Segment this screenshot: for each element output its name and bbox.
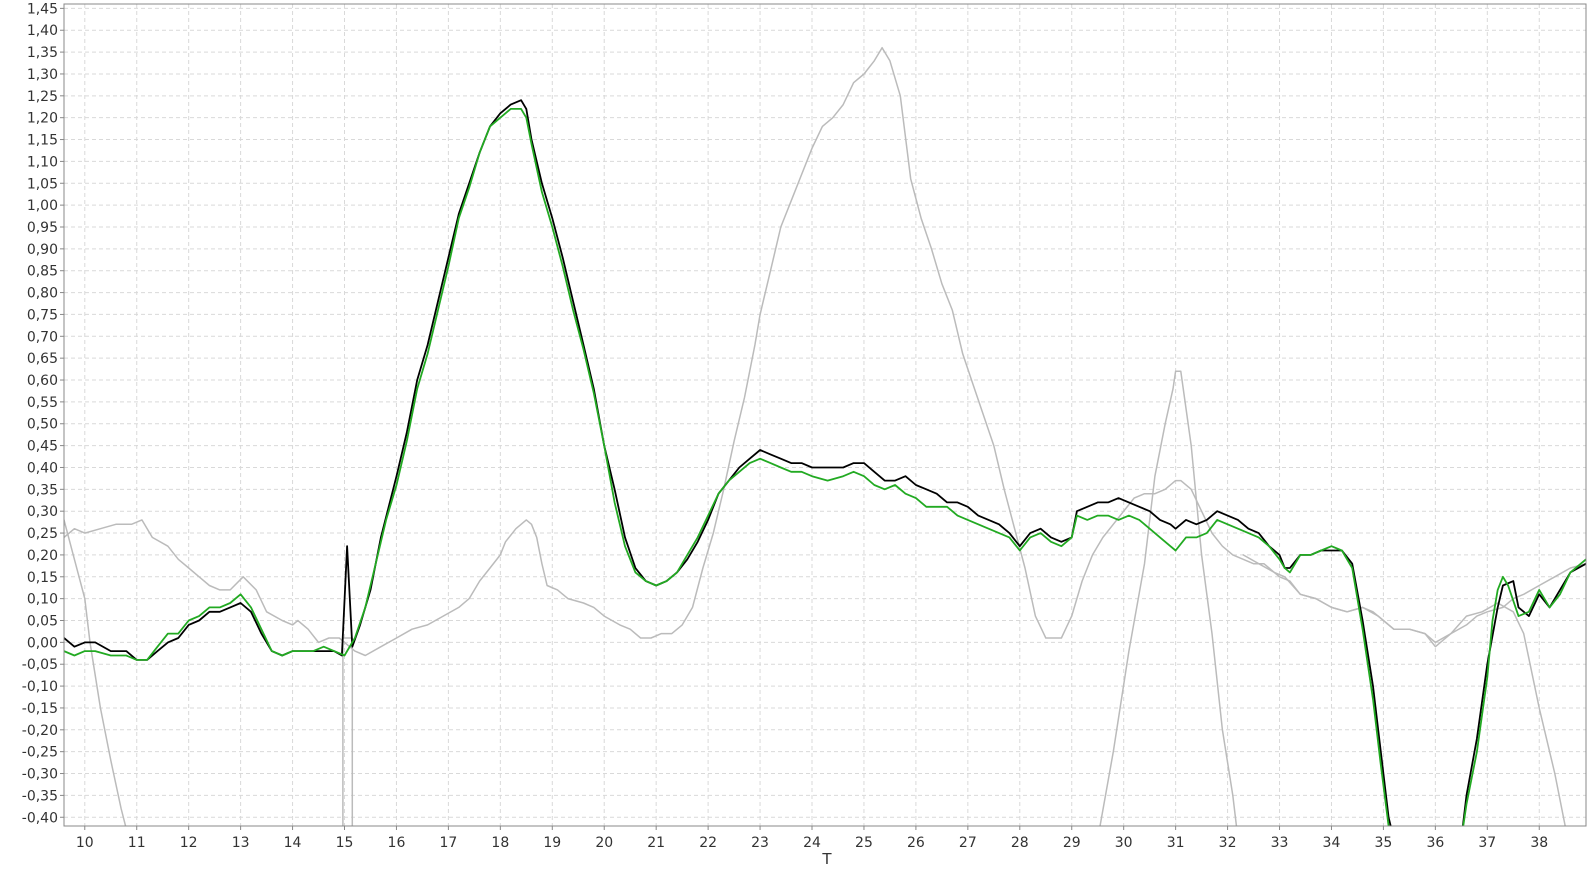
x-tick-label: 20 bbox=[595, 835, 613, 851]
x-tick-label: 25 bbox=[855, 835, 873, 851]
series-line-7 bbox=[1461, 562, 1586, 826]
y-tick-label: 0,55 bbox=[27, 395, 58, 411]
series-line-5 bbox=[1242, 554, 1566, 826]
y-tick-label: -0,10 bbox=[22, 679, 58, 695]
x-tick-label: 24 bbox=[803, 835, 821, 851]
x-tick-label: 13 bbox=[232, 835, 250, 851]
y-tick-label: 1,10 bbox=[27, 154, 58, 170]
y-tick-label: 0,25 bbox=[27, 526, 58, 542]
y-tick-label: -0,30 bbox=[22, 767, 58, 783]
x-tick-label: 32 bbox=[1219, 835, 1237, 851]
x-tick-label: 17 bbox=[439, 835, 457, 851]
x-axis-label: T bbox=[821, 850, 832, 868]
y-tick-label: 0,85 bbox=[27, 264, 58, 280]
y-tick-label: 1,35 bbox=[27, 45, 58, 61]
x-tick-label: 30 bbox=[1115, 835, 1133, 851]
y-tick-label: 1,20 bbox=[27, 111, 58, 127]
y-tick-label: -0,20 bbox=[22, 723, 58, 739]
y-tick-label: -0,15 bbox=[22, 701, 58, 717]
y-tick-label: 0,95 bbox=[27, 220, 58, 236]
x-tick-label: 27 bbox=[959, 835, 977, 851]
series-line-8 bbox=[64, 108, 1390, 826]
y-tick-label: 0,70 bbox=[27, 329, 58, 345]
x-tick-label: 29 bbox=[1063, 835, 1081, 851]
series-line-6 bbox=[64, 99, 1392, 826]
y-tick-label: 1,30 bbox=[27, 67, 58, 83]
x-tick-label: 15 bbox=[336, 835, 354, 851]
y-tick-label: 0,65 bbox=[27, 351, 58, 367]
x-tick-label: 31 bbox=[1167, 835, 1185, 851]
y-tick-label: 1,15 bbox=[27, 133, 58, 149]
y-tick-label: 0,40 bbox=[27, 460, 58, 476]
series-line-3 bbox=[342, 637, 354, 826]
y-tick-label: 0,15 bbox=[27, 570, 58, 586]
y-tick-label: 0,45 bbox=[27, 439, 58, 455]
x-axis: 10 11 12 13 14 15 16 17 18 19 20 21 22 23 24 25 26 27 28 29… bbox=[76, 826, 1548, 851]
series-line-9 bbox=[1462, 558, 1586, 826]
y-tick-label: 1,45 bbox=[27, 1, 58, 17]
x-tick-label: 26 bbox=[907, 835, 925, 851]
x-tick-label: 11 bbox=[128, 835, 146, 851]
x-tick-label: 37 bbox=[1478, 835, 1496, 851]
x-tick-label: 36 bbox=[1426, 835, 1444, 851]
y-tick-label: 1,40 bbox=[27, 23, 58, 39]
x-tick-label: 23 bbox=[751, 835, 769, 851]
x-tick-label: 35 bbox=[1374, 835, 1392, 851]
y-tick-label: 0,60 bbox=[27, 373, 58, 389]
y-tick-label: -0,25 bbox=[22, 745, 58, 761]
y-tick-label: 0,75 bbox=[27, 307, 58, 323]
y-tick-label: 0,35 bbox=[27, 482, 58, 498]
y-tick-label: 0,30 bbox=[27, 504, 58, 520]
y-tick-label: 0,50 bbox=[27, 417, 58, 433]
x-tick-label: 18 bbox=[491, 835, 509, 851]
x-tick-label: 34 bbox=[1323, 835, 1341, 851]
y-axis: 1,45 1,40 1,35 1,30 1,25 1,20 1,15 1,10 1,05 1,00… bbox=[22, 1, 64, 826]
x-tick-label: 28 bbox=[1011, 835, 1029, 851]
y-tick-label: -0,35 bbox=[22, 788, 58, 804]
x-tick-label: 10 bbox=[76, 835, 94, 851]
x-tick-label: 19 bbox=[543, 835, 561, 851]
grid bbox=[64, 4, 1586, 826]
y-tick-label: 0,05 bbox=[27, 614, 58, 630]
y-tick-label: -0,40 bbox=[22, 810, 58, 826]
y-tick-label: 0,90 bbox=[27, 242, 58, 258]
x-tick-label: 14 bbox=[284, 835, 302, 851]
y-tick-label: 0,80 bbox=[27, 286, 58, 302]
x-tick-label: 21 bbox=[647, 835, 665, 851]
y-tick-label: 1,25 bbox=[27, 89, 58, 105]
series-line-2 bbox=[64, 519, 127, 826]
y-tick-label: 1,00 bbox=[27, 198, 58, 214]
plot-area bbox=[63, 3, 1587, 827]
y-tick-label: 1,05 bbox=[27, 176, 58, 192]
series-line-1 bbox=[64, 46, 1586, 657]
x-tick-label: 22 bbox=[699, 835, 717, 851]
x-tick-label: 12 bbox=[180, 835, 198, 851]
y-tick-label: 0,10 bbox=[27, 592, 58, 608]
x-tick-label: 33 bbox=[1271, 835, 1289, 851]
y-tick-label: -0,05 bbox=[22, 657, 58, 673]
x-tick-label: 16 bbox=[388, 835, 406, 851]
series-line-4 bbox=[1099, 370, 1238, 826]
x-tick-label: 38 bbox=[1530, 835, 1548, 851]
y-tick-label: 0,00 bbox=[27, 635, 58, 651]
y-tick-label: 0,20 bbox=[27, 548, 58, 564]
series-group bbox=[64, 46, 1586, 826]
